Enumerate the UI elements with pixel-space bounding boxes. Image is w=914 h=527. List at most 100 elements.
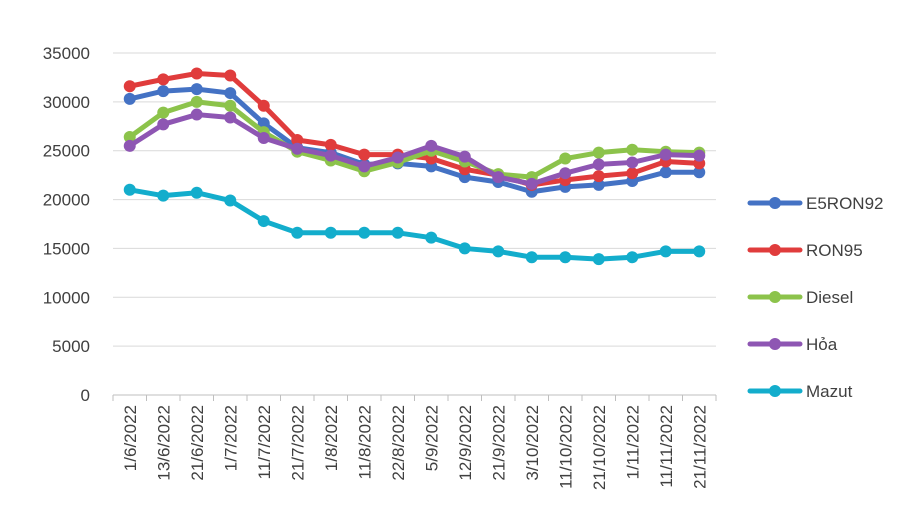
x-tick-label: 3/10/2022 xyxy=(523,405,542,481)
x-tick-label: 12/9/2022 xyxy=(456,405,475,481)
x-tick-label: 21/10/2022 xyxy=(590,405,609,490)
data-point xyxy=(190,186,203,199)
data-point xyxy=(291,226,304,239)
series-ron95 xyxy=(123,67,706,191)
data-point xyxy=(592,253,605,266)
data-point xyxy=(324,149,337,162)
x-tick-label: 22/8/2022 xyxy=(389,405,408,481)
data-point xyxy=(391,151,404,164)
data-point xyxy=(693,149,706,162)
y-tick-label: 20000 xyxy=(43,191,90,210)
data-point xyxy=(257,132,270,145)
x-tick-label: 5/9/2022 xyxy=(422,405,441,471)
legend-label: E5RON92 xyxy=(806,194,883,213)
data-point xyxy=(559,251,572,264)
x-tick-label: 1/11/2022 xyxy=(623,405,642,479)
data-point xyxy=(458,242,471,255)
legend-label: RON95 xyxy=(806,241,863,260)
y-tick-label: 5000 xyxy=(52,337,90,356)
x-tick-label: 11/10/2022 xyxy=(556,405,575,489)
data-point xyxy=(157,189,170,202)
data-point xyxy=(123,139,136,152)
y-tick-label: 30000 xyxy=(43,93,90,112)
data-point xyxy=(592,178,605,191)
data-point xyxy=(291,133,304,146)
y-axis: 0 5000 10000 15000 20000 25000 30000 35000 xyxy=(43,44,90,405)
data-point xyxy=(626,251,639,264)
x-tick-label: 1/7/2022 xyxy=(221,405,240,471)
data-point xyxy=(458,150,471,163)
data-point xyxy=(492,171,505,184)
legend-swatch-marker xyxy=(769,385,781,397)
data-point xyxy=(592,146,605,159)
data-point xyxy=(257,99,270,112)
data-point xyxy=(693,166,706,179)
data-point xyxy=(358,148,371,161)
legend-label: Mazut xyxy=(806,382,853,401)
data-point xyxy=(559,167,572,180)
data-point xyxy=(224,87,237,100)
data-point xyxy=(659,245,672,258)
data-point xyxy=(626,167,639,180)
series-mazut xyxy=(123,183,706,266)
series-group xyxy=(123,67,706,266)
data-point xyxy=(123,183,136,196)
legend-label: Diesel xyxy=(806,288,853,307)
series-diesel xyxy=(123,95,706,184)
x-tick-label: 1/6/2022 xyxy=(121,405,140,471)
data-point xyxy=(224,194,237,207)
data-point xyxy=(324,226,337,239)
legend: E5RON92 RON95 Diesel Hỏa Mazut xyxy=(747,194,883,401)
y-tick-label: 0 xyxy=(81,386,90,405)
data-point xyxy=(559,152,572,165)
data-point xyxy=(358,160,371,173)
data-point xyxy=(525,177,538,190)
data-point xyxy=(626,156,639,169)
legend-item: Hỏa xyxy=(747,335,838,354)
data-point xyxy=(626,143,639,156)
data-point xyxy=(257,215,270,228)
x-tick-label: 21/7/2022 xyxy=(288,405,307,481)
data-point xyxy=(592,170,605,183)
data-point xyxy=(425,231,438,244)
data-point xyxy=(693,245,706,258)
data-point xyxy=(425,139,438,152)
series-h-a xyxy=(123,108,706,190)
legend-item: Diesel xyxy=(747,288,853,307)
data-point xyxy=(157,118,170,131)
y-tick-label: 35000 xyxy=(43,44,90,63)
data-point xyxy=(659,148,672,161)
x-tick-label: 21/11/2022 xyxy=(690,405,709,489)
data-point xyxy=(291,142,304,155)
legend-label: Hỏa xyxy=(806,335,838,354)
data-point xyxy=(391,226,404,239)
data-point xyxy=(157,106,170,119)
data-point xyxy=(157,85,170,98)
data-point xyxy=(224,99,237,112)
data-point xyxy=(123,131,136,144)
legend-swatch-marker xyxy=(769,244,781,256)
data-point xyxy=(224,69,237,82)
series-e5ron92 xyxy=(123,83,706,198)
data-point xyxy=(525,251,538,264)
data-point xyxy=(190,108,203,121)
data-point xyxy=(492,245,505,258)
legend-item: Mazut xyxy=(747,382,853,401)
legend-swatch-marker xyxy=(769,291,781,303)
data-point xyxy=(358,226,371,239)
y-tick-label: 10000 xyxy=(43,288,90,307)
data-point xyxy=(190,67,203,80)
x-tick-label: 21/9/2022 xyxy=(489,405,508,481)
x-tick-label: 11/8/2022 xyxy=(355,405,374,479)
x-axis: 1/6/2022 13/6/2022 21/6/2022 1/7/2022 11/7/2… xyxy=(112,394,717,490)
data-point xyxy=(123,80,136,93)
legend-swatch-marker xyxy=(769,197,781,209)
data-point xyxy=(592,158,605,171)
y-tick-label: 15000 xyxy=(43,239,90,258)
data-point xyxy=(324,138,337,151)
data-point xyxy=(224,111,237,124)
legend-item: E5RON92 xyxy=(747,194,883,213)
x-tick-label: 11/7/2022 xyxy=(255,405,274,479)
data-point xyxy=(123,92,136,105)
